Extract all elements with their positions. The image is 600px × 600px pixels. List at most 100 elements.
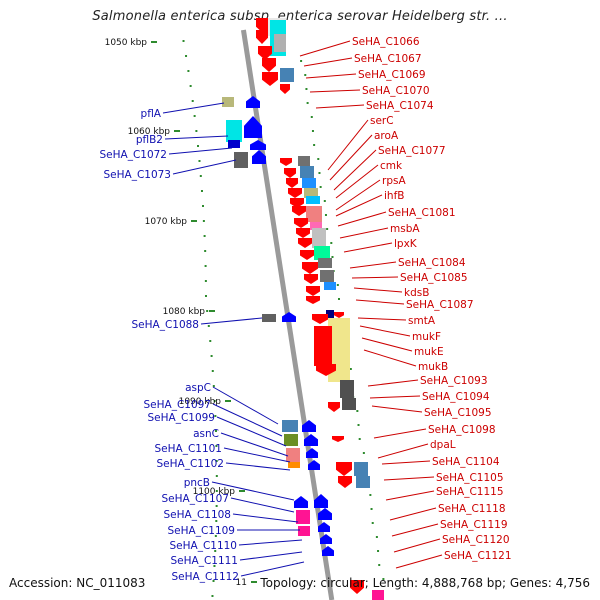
gene-feature — [300, 166, 314, 178]
left-gene-label: SeHA_C1099 — [147, 412, 215, 424]
gene-feature — [296, 510, 310, 524]
gene-feature — [262, 72, 278, 86]
scale-dot — [215, 505, 218, 507]
gene-feature — [306, 206, 322, 222]
right-gene-label: cmk — [380, 160, 403, 172]
gene-feature — [288, 188, 302, 198]
right-leader-line — [361, 337, 413, 352]
gene-feature — [334, 312, 344, 318]
right-leader-line — [335, 179, 381, 211]
scale-tick — [209, 310, 215, 312]
scale-dot — [318, 172, 321, 174]
left-gene-label: SeHA_C1112 — [171, 571, 239, 583]
right-gene-label: SeHA_C1074 — [366, 100, 434, 112]
right-leader-line — [309, 89, 361, 93]
scale-tick — [225, 400, 231, 402]
scale-dot — [204, 280, 207, 282]
gene-feature — [244, 116, 262, 138]
gene-feature — [326, 310, 334, 318]
gene-feature — [280, 158, 292, 166]
right-leader-line — [303, 57, 353, 67]
scale-dot — [214, 550, 217, 552]
scale-dot — [214, 415, 217, 417]
right-gene-label: mukE — [414, 346, 444, 358]
scale-dot — [189, 85, 192, 87]
right-leader-line — [393, 538, 441, 553]
scale-dot — [211, 370, 214, 372]
gene-feature — [306, 196, 320, 204]
gene-feature — [302, 262, 318, 274]
scale-dot — [212, 385, 215, 387]
gene-feature — [252, 150, 266, 164]
left-gene-label: pflA — [141, 108, 162, 120]
left-leader-line — [230, 497, 295, 513]
right-leader-line — [327, 119, 369, 171]
left-gene-label: SeHA_C1111 — [170, 555, 238, 567]
right-leader-line — [343, 242, 393, 253]
right-leader-line — [357, 317, 407, 321]
left-gene-label: pncB — [184, 477, 210, 489]
gene-feature — [356, 476, 370, 488]
scale-dot — [203, 235, 206, 237]
left-leader-line — [239, 551, 303, 561]
scale-dot — [198, 160, 201, 162]
gene-feature — [338, 476, 352, 488]
scale-dot — [306, 102, 309, 104]
right-leader-line — [349, 261, 397, 269]
left-leader-line — [216, 416, 287, 447]
scale-dot — [214, 430, 217, 432]
scale-dot — [317, 158, 320, 160]
gene-feature — [288, 462, 300, 468]
genome-summary-text: Topology: circular; Length: 4,888,768 bp… — [260, 576, 590, 590]
scale-dot — [358, 438, 361, 440]
right-gene-label: SeHA_C1069 — [358, 69, 426, 81]
gene-feature — [314, 326, 332, 366]
scale-tick — [191, 220, 197, 222]
left-leader-line — [223, 447, 291, 463]
gene-feature — [284, 168, 296, 178]
scale-dot — [330, 242, 333, 244]
scale-dot — [371, 522, 374, 524]
scale-label: 1080 kbp — [163, 307, 206, 317]
right-leader-line — [395, 554, 443, 569]
scale-dot — [349, 368, 352, 370]
scale-dot — [310, 116, 313, 118]
left-gene-label: SeHA_C1107 — [161, 493, 229, 505]
scale-dot — [199, 175, 202, 177]
right-gene-label: SeHA_C1084 — [398, 257, 466, 269]
right-leader-line — [363, 349, 417, 367]
scale-dot — [319, 186, 322, 188]
right-gene-label: kdsB — [404, 287, 429, 299]
right-leader-line — [371, 405, 423, 413]
gene-feature — [308, 460, 320, 470]
left-gene-label: SeHA_C1102 — [156, 458, 224, 470]
gene-feature — [290, 198, 304, 208]
right-gene-label: SeHA_C1087 — [406, 299, 474, 311]
gene-feature — [324, 282, 336, 290]
scale-tick — [239, 490, 245, 492]
right-gene-label: rpsA — [382, 175, 406, 187]
left-leader-line — [168, 147, 233, 155]
gene-feature — [304, 188, 318, 198]
gene-feature — [298, 526, 310, 536]
right-gene-label: SeHA_C1066 — [352, 36, 420, 48]
scale-dot — [209, 340, 212, 342]
right-leader-line — [299, 40, 351, 57]
left-leader-line — [220, 432, 289, 457]
scale-dot — [323, 200, 326, 202]
scale-tick — [251, 581, 257, 583]
right-leader-line — [369, 395, 421, 399]
scale-dot — [214, 535, 217, 537]
right-gene-label: SeHA_C1115 — [436, 486, 504, 498]
gene-feature — [294, 496, 308, 508]
right-leader-line — [373, 428, 427, 439]
gene-feature — [316, 364, 336, 376]
scale-dot — [212, 580, 215, 582]
scale-dot — [204, 295, 207, 297]
right-gene-label: mukF — [412, 331, 441, 343]
scale-tick — [174, 130, 180, 132]
gene-feature — [332, 436, 344, 442]
scale-dot — [211, 595, 214, 597]
left-leader-line — [164, 135, 229, 140]
left-leader-line — [172, 159, 237, 175]
